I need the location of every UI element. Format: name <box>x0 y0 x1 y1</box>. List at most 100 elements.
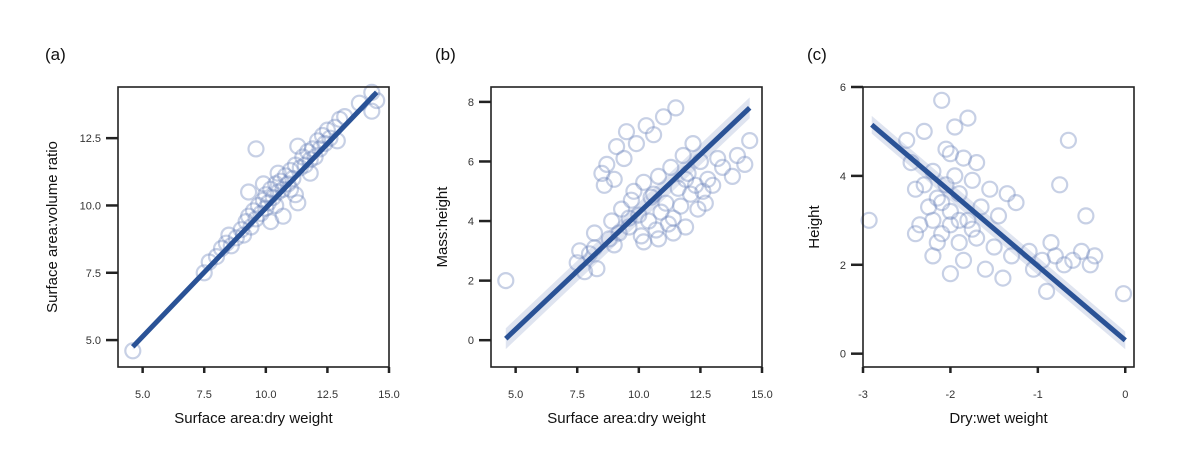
data-point <box>600 230 618 248</box>
y-tick-label: 2 <box>840 260 846 272</box>
data-point <box>289 194 307 212</box>
data-point <box>664 224 682 242</box>
x-tick-label: 5.0 <box>135 389 150 401</box>
data-point <box>662 158 680 176</box>
data-point <box>1046 247 1064 265</box>
data-point <box>704 176 722 194</box>
data-point <box>644 126 663 144</box>
data-point <box>593 164 611 182</box>
data-point <box>967 229 986 247</box>
data-point <box>497 272 515 290</box>
data-point <box>612 200 631 218</box>
data-point <box>694 182 712 200</box>
x-axis-label: Dry:wet weight <box>949 410 1048 427</box>
x-axis-label: Surface area:dry weight <box>547 410 706 427</box>
data-point <box>276 167 295 185</box>
data-point <box>941 216 960 234</box>
x-tick-label: 0 <box>1122 389 1128 401</box>
data-point <box>363 102 381 120</box>
data-point <box>615 149 633 168</box>
data-point <box>928 234 946 252</box>
data-point <box>627 135 646 153</box>
data-point <box>915 176 933 194</box>
data-point <box>906 225 925 243</box>
data-point <box>289 137 307 155</box>
data-point <box>954 149 973 167</box>
data-point <box>981 180 999 198</box>
data-point <box>262 213 280 231</box>
x-tick-label: 5.0 <box>508 389 523 401</box>
data-point <box>598 155 616 173</box>
data-point <box>279 175 297 193</box>
data-point <box>588 260 606 278</box>
data-point <box>281 161 300 180</box>
data-point <box>610 224 628 242</box>
data-point <box>676 218 695 236</box>
data-point <box>227 229 245 247</box>
data-point <box>274 180 292 198</box>
y-tick-label: 6 <box>840 82 846 94</box>
data-point <box>247 210 265 228</box>
y-axis-label: Height <box>806 204 823 248</box>
plot-frame <box>117 86 390 368</box>
y-tick-label: 0 <box>468 335 474 347</box>
data-point <box>296 156 314 174</box>
data-point <box>652 203 670 221</box>
data-point <box>659 215 678 233</box>
panel-a: (a) 5.0 7.5 10.0 12.5 15.0 5.0 7.5 10.0 12.5 Surfa… <box>44 45 400 427</box>
data-point <box>963 171 981 189</box>
data-point <box>654 108 673 126</box>
data-point <box>713 158 732 176</box>
data-point <box>264 188 282 206</box>
data-point <box>630 206 648 224</box>
data-point <box>686 176 705 194</box>
y-tick-label: 4 <box>840 171 846 183</box>
data-point <box>657 194 675 212</box>
data-point <box>915 122 933 140</box>
data-point <box>684 135 702 153</box>
y-tick-label: 7.5 <box>86 268 101 280</box>
data-point <box>195 264 213 282</box>
data-point <box>222 237 240 255</box>
panel-label: (a) <box>45 45 66 64</box>
data-point <box>284 169 302 188</box>
data-point <box>741 132 759 150</box>
data-point <box>316 134 334 153</box>
data-point <box>306 148 324 166</box>
data-point <box>681 185 700 203</box>
data-point <box>928 189 946 207</box>
data-point <box>941 145 960 163</box>
x-axis-label: Surface area:dry weight <box>174 410 333 427</box>
data-point <box>1002 247 1021 265</box>
data-point <box>309 132 327 150</box>
data-point <box>937 140 955 158</box>
x-tick-label: 7.5 <box>197 389 212 401</box>
y-tick-label: 8 <box>468 97 474 109</box>
panel-b: (b) 5.0 7.5 10.0 12.5 15.0 0 2 4 6 8 Surface area:d… <box>434 45 773 427</box>
x-tick-label: 10.0 <box>628 389 649 401</box>
data-point <box>267 175 285 193</box>
data-point <box>985 238 1003 256</box>
data-point <box>286 156 304 174</box>
data-point <box>664 209 682 227</box>
x-tick-label: 15.0 <box>378 389 399 401</box>
data-point <box>595 176 613 194</box>
data-point <box>959 109 977 127</box>
data-point <box>946 167 964 185</box>
plot-frame <box>862 86 1135 368</box>
regression-line <box>870 122 1127 343</box>
data-point <box>989 207 1008 225</box>
data-point <box>257 199 275 217</box>
data-point <box>1077 207 1095 225</box>
y-axis-label: Surface area:volume ratio <box>44 141 61 313</box>
data-point <box>269 183 287 201</box>
data-point <box>933 91 951 109</box>
x-tick-label: 10.0 <box>255 389 276 401</box>
data-point <box>318 121 336 139</box>
data-point <box>254 175 272 193</box>
panel-label: (c) <box>807 45 827 64</box>
data-point <box>622 191 641 209</box>
x-tick-label: 7.5 <box>570 389 585 401</box>
data-point <box>635 173 653 191</box>
y-axis-label: Mass:height <box>434 186 451 268</box>
